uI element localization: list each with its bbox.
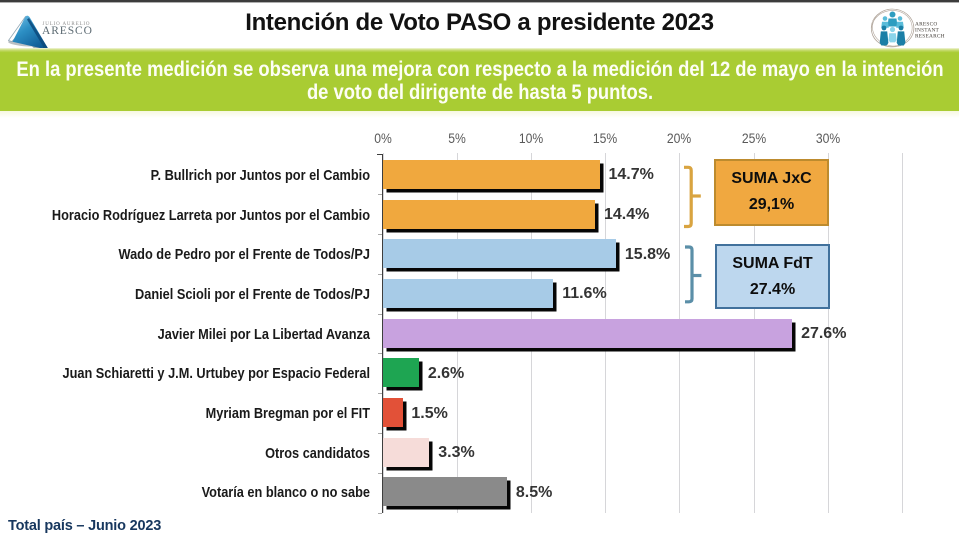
svg-text:JULIO AURELIO: JULIO AURELIO [43, 22, 91, 27]
svg-text:ARESCO: ARESCO [915, 21, 937, 27]
svg-text:RESEARCH: RESEARCH [915, 33, 945, 39]
svg-text:INSTANT: INSTANT [915, 27, 940, 33]
svg-text:ARESCO: ARESCO [42, 25, 93, 37]
